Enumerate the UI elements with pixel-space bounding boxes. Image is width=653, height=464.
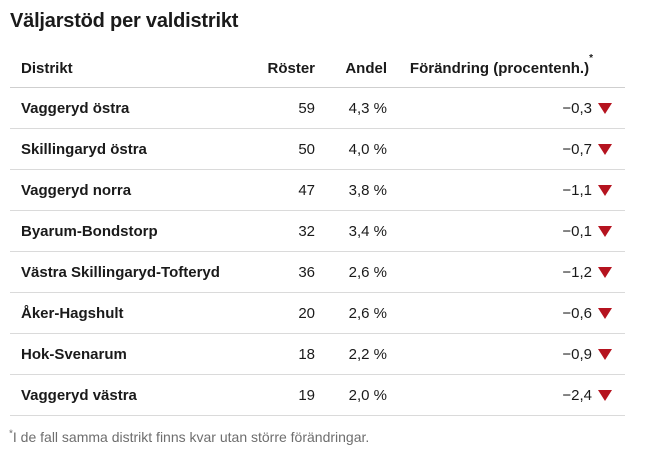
- table-body: Vaggeryd östra 59 4,3 % −0,3 Skillingary…: [10, 87, 625, 416]
- table-row: Hok-Svenarum 18 2,2 % −0,9: [10, 333, 625, 375]
- down-triangle-icon: [592, 305, 612, 322]
- votes-cell: 32: [240, 210, 315, 252]
- table-row: Byarum-Bondstorp 32 3,4 % −0,1: [10, 210, 625, 252]
- district-cell: Byarum-Bondstorp: [10, 210, 240, 252]
- table-row: Vaggeryd norra 47 3,8 % −1,1: [10, 169, 625, 211]
- column-header-change-label: Förändring (procentenh.): [409, 60, 590, 77]
- change-cell: −1,1: [387, 169, 625, 211]
- change-value: −0,9: [562, 345, 592, 363]
- change-value: −2,4: [562, 386, 592, 404]
- votes-cell: 18: [240, 333, 315, 375]
- page-title: Väljarstöd per valdistrikt: [10, 10, 239, 32]
- table-row: Vaggeryd västra 19 2,0 % −2,4: [10, 374, 625, 416]
- table-row: Skillingaryd östra 50 4,0 % −0,7: [10, 128, 625, 170]
- column-header-district: Distrikt: [10, 60, 240, 88]
- share-cell: 2,6 %: [315, 251, 387, 293]
- table-row: Västra Skillingaryd-Tofteryd 36 2,6 % −1…: [10, 251, 625, 293]
- change-cell: −0,7: [387, 128, 625, 170]
- change-value: −0,1: [562, 222, 592, 240]
- votes-cell: 47: [240, 169, 315, 211]
- district-cell: Hok-Svenarum: [10, 333, 240, 375]
- table-row: Åker-Hagshult 20 2,6 % −0,6: [10, 292, 625, 334]
- table-row: Vaggeryd östra 59 4,3 % −0,3: [10, 87, 625, 129]
- footnote-text: I de fall samma distrikt finns kvar utan…: [12, 429, 370, 445]
- footnote-marker: *: [589, 53, 593, 64]
- results-table: Distrikt Röster Andel Förändring (procen…: [10, 54, 625, 416]
- change-cell: −0,6: [387, 292, 625, 334]
- column-header-change: Förändring (procentenh.)*: [387, 54, 625, 88]
- votes-cell: 20: [240, 292, 315, 334]
- share-cell: 4,0 %: [315, 128, 387, 170]
- district-cell: Vaggeryd norra: [10, 169, 240, 211]
- share-cell: 2,6 %: [315, 292, 387, 334]
- down-triangle-icon: [592, 387, 612, 404]
- table-header-row: Distrikt Röster Andel Förändring (procen…: [10, 54, 625, 88]
- change-cell: −2,4: [387, 374, 625, 416]
- change-cell: −1,2: [387, 251, 625, 293]
- share-cell: 2,0 %: [315, 374, 387, 416]
- district-cell: Västra Skillingaryd-Tofteryd: [10, 251, 240, 293]
- votes-cell: 59: [240, 87, 315, 129]
- column-header-votes: Röster: [240, 60, 315, 88]
- votes-cell: 19: [240, 374, 315, 416]
- column-header-share: Andel: [315, 60, 387, 88]
- share-cell: 2,2 %: [315, 333, 387, 375]
- change-value: −1,2: [562, 263, 592, 281]
- down-triangle-icon: [592, 264, 612, 281]
- down-triangle-icon: [592, 141, 612, 158]
- footnote: *I de fall samma distrikt finns kvar uta…: [9, 428, 653, 446]
- votes-cell: 50: [240, 128, 315, 170]
- change-cell: −0,3: [387, 87, 625, 129]
- down-triangle-icon: [592, 346, 612, 363]
- share-cell: 4,3 %: [315, 87, 387, 129]
- change-cell: −0,9: [387, 333, 625, 375]
- votes-cell: 36: [240, 251, 315, 293]
- results-table-container: Distrikt Röster Andel Förändring (procen…: [10, 54, 625, 416]
- share-cell: 3,8 %: [315, 169, 387, 211]
- footnote-marker: *: [9, 428, 13, 440]
- down-triangle-icon: [592, 182, 612, 199]
- district-cell: Vaggeryd östra: [10, 87, 240, 129]
- down-triangle-icon: [592, 223, 612, 240]
- change-value: −1,1: [562, 181, 592, 199]
- district-cell: Vaggeryd västra: [10, 374, 240, 416]
- change-value: −0,7: [562, 140, 592, 158]
- table-header: Distrikt Röster Andel Förändring (procen…: [10, 54, 625, 88]
- share-cell: 3,4 %: [315, 210, 387, 252]
- district-cell: Åker-Hagshult: [10, 292, 240, 334]
- change-value: −0,3: [562, 99, 592, 117]
- district-cell: Skillingaryd östra: [10, 128, 240, 170]
- change-value: −0,6: [562, 304, 592, 322]
- down-triangle-icon: [592, 100, 612, 117]
- change-cell: −0,1: [387, 210, 625, 252]
